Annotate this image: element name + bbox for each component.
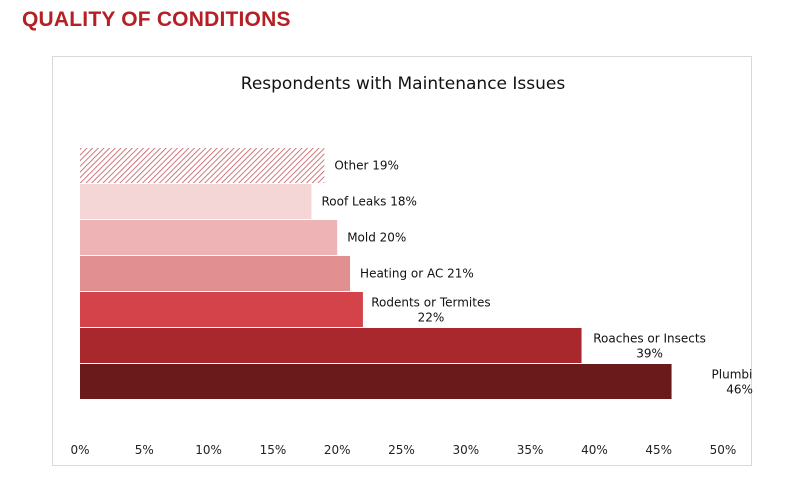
x-tick-label: 50% <box>710 443 737 457</box>
bar-label: Heating or AC 21% <box>360 267 474 281</box>
bar-label: Roof Leaks 18% <box>321 195 416 209</box>
section-heading: QUALITY OF CONDITIONS <box>22 8 291 31</box>
bar-heating-or-ac <box>80 256 351 291</box>
bar-label: Other 19% <box>334 159 399 173</box>
bar-roof-leaks <box>80 184 312 219</box>
chart-panel: Respondents with Maintenance Issues Othe… <box>52 56 753 466</box>
x-tick-label: 25% <box>388 443 415 457</box>
bar-other <box>80 148 325 183</box>
x-tick-label: 10% <box>195 443 222 457</box>
bar-mold <box>80 220 338 255</box>
x-tick-label: 5% <box>135 443 154 457</box>
bar-rodents-or-termites <box>80 292 363 327</box>
x-tick-label: 0% <box>70 443 89 457</box>
bar-label: Rodents or Termites 22% <box>371 296 490 325</box>
bar-label: Mold 20% <box>347 231 406 245</box>
maintenance-issues-chart: Respondents with Maintenance Issues Othe… <box>70 74 753 457</box>
x-tick-label: 15% <box>260 443 287 457</box>
x-tick-label: 35% <box>517 443 544 457</box>
bars-group <box>80 148 672 399</box>
bar-roaches-or-insects <box>80 328 582 363</box>
bar-plumbing <box>80 364 672 399</box>
x-axis-ticks: 0% 5% 10% 15% 20% 25% 30% 35% 40% 45% 50% <box>70 443 736 457</box>
bar-label: Roaches or Insects 39% <box>593 332 706 361</box>
chart-title: Respondents with Maintenance Issues <box>241 74 566 94</box>
bar-labels-group: Other 19% Roof Leaks 18% Mold 20% Heating o… <box>321 159 753 397</box>
x-tick-label: 45% <box>645 443 672 457</box>
bar-label: Plumbing46% <box>712 368 753 397</box>
x-tick-label: 30% <box>452 443 479 457</box>
x-tick-label: 40% <box>581 443 608 457</box>
x-tick-label: 20% <box>324 443 351 457</box>
